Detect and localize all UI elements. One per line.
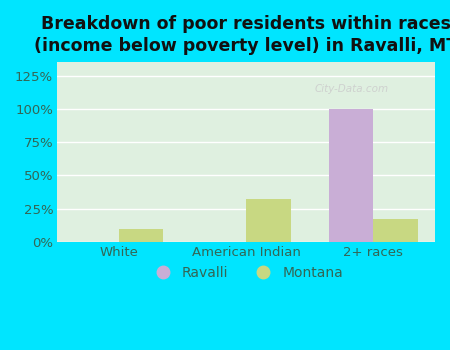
Title: Breakdown of poor residents within races
(income below poverty level) in Ravalli: Breakdown of poor residents within races…: [34, 15, 450, 55]
Bar: [329, 109, 374, 242]
Bar: [374, 219, 418, 242]
Legend: Ravalli, Montana: Ravalli, Montana: [143, 260, 349, 285]
Text: City-Data.com: City-Data.com: [314, 84, 388, 94]
Bar: [119, 229, 163, 242]
Bar: [246, 199, 291, 242]
